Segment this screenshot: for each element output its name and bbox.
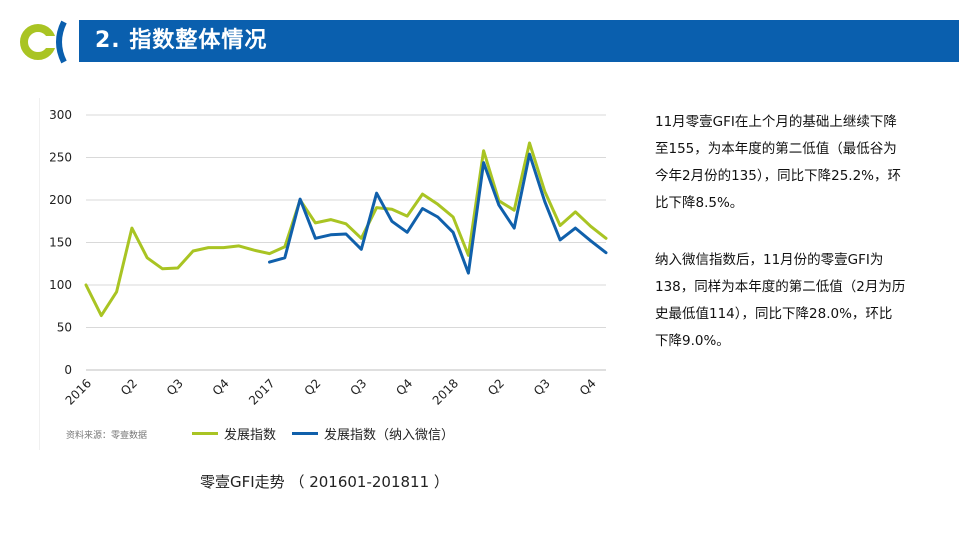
line-chart: 0 50 100 150 200 250 300 2016 Q2 Q3 Q4 2017 Q2 Q3 Q4 20… — [49, 108, 608, 408]
x-tick-label: Q3 — [347, 376, 369, 398]
x-tick-label: Q4 — [393, 376, 415, 398]
y-tick-label: 0 — [64, 363, 72, 377]
legend-item-series-2: 发展指数（纳入微信） — [292, 424, 454, 443]
paragraph-line: 史最低值114），同比下降28.0%，环比 — [655, 306, 893, 322]
logo-bracket — [56, 20, 67, 64]
paragraph-line: 今年2月份的135），同比下降25.2%，环 — [655, 168, 901, 184]
x-tick-label: 2017 — [246, 376, 277, 407]
y-tick-label: 50 — [57, 321, 72, 335]
legend-label-series-1: 发展指数 — [224, 428, 277, 443]
chart-panel: 0 50 100 150 200 250 300 2016 Q2 Q3 Q4 2017 Q2 Q3 Q4 20… — [39, 98, 625, 450]
y-tick-label: 150 — [49, 236, 72, 250]
legend-swatch-series-2 — [292, 432, 318, 435]
x-tick-label: Q3 — [164, 376, 186, 398]
paragraph-line: 比下降8.5%。 — [655, 195, 744, 211]
logo-ring-notch — [46, 36, 56, 48]
y-tick-label: 250 — [49, 151, 72, 165]
x-tick-label: Q2 — [485, 376, 507, 398]
y-tick-label: 100 — [49, 278, 72, 292]
chart-caption: 零壹GFI走势 （ 201601-201811 ） — [200, 473, 449, 491]
x-tick-label: Q4 — [577, 376, 599, 398]
legend-item-series-1: 发展指数 — [192, 424, 276, 443]
x-tick-label: Q2 — [302, 376, 324, 398]
source-note: 资料来源：零壹数据 — [66, 431, 148, 441]
company-logo — [20, 20, 67, 64]
y-tick-label: 300 — [49, 108, 72, 122]
y-tick-label: 200 — [49, 193, 72, 207]
section-title: 2. 指数整体情况 — [95, 28, 268, 53]
paragraph-line: 纳入微信指数后，11月份的零壹GFI为 — [655, 252, 884, 268]
x-tick-label: 2018 — [430, 376, 461, 407]
paragraph-line: 至155，为本年度的第二低值（最低谷为 — [655, 141, 897, 157]
legend-swatch-series-1 — [192, 432, 218, 435]
description-paragraph-2: 纳入微信指数后，11月份的零壹GFI为 138，同样为本年度的第二低值（2月为历… — [655, 247, 945, 355]
x-tick-label: 2016 — [63, 376, 94, 407]
x-tick-label: Q2 — [118, 376, 140, 398]
description-paragraph-1: 11月零壹GFI在上个月的基础上继续下降 至155，为本年度的第二低值（最低谷为… — [655, 109, 945, 217]
paragraph-line: 11月零壹GFI在上个月的基础上继续下降 — [655, 114, 897, 130]
series-line-2 — [268, 152, 608, 275]
x-tick-label: Q4 — [210, 376, 232, 398]
paragraph-line: 下降9.0%。 — [655, 333, 730, 349]
x-tick-label: Q3 — [531, 376, 553, 398]
legend-label-series-2: 发展指数（纳入微信） — [324, 428, 455, 443]
paragraph-line: 138，同样为本年度的第二低值（2月为历 — [655, 279, 906, 295]
series-line-1 — [84, 141, 608, 318]
section-header: 2. 指数整体情况 — [79, 20, 959, 62]
